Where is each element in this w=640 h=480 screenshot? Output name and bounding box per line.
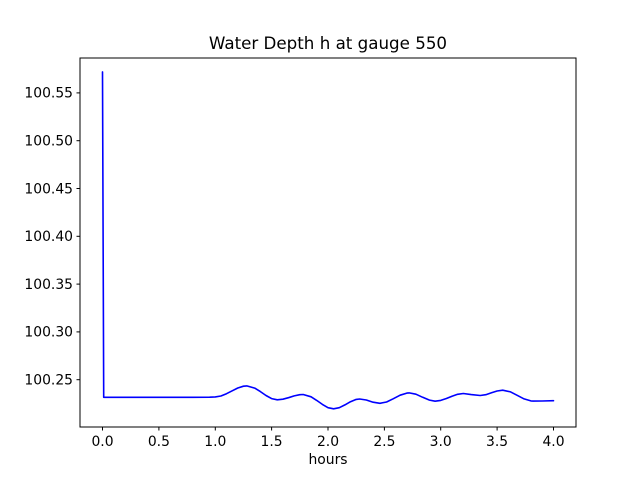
x-axis-label: hours xyxy=(308,452,347,468)
y-tick-label: 100.35 xyxy=(24,277,73,293)
x-tick-label: 4.0 xyxy=(542,434,564,450)
x-tick-label: 2.0 xyxy=(317,434,339,450)
x-tick-label: 1.5 xyxy=(261,434,283,450)
x-tick-label: 0.5 xyxy=(148,434,170,450)
axes-frame xyxy=(79,57,577,428)
chart-title: Water Depth h at gauge 550 xyxy=(209,33,447,53)
x-tick-label: 3.5 xyxy=(486,434,508,450)
y-tick-label: 100.45 xyxy=(24,181,73,197)
y-tick-label: 100.40 xyxy=(24,229,73,245)
y-tick-label: 100.50 xyxy=(24,134,73,150)
y-axis-ticks: 100.25 100.30 100.35 100.40 100.45 100.50 100.… xyxy=(24,86,80,389)
y-tick-label: 100.30 xyxy=(24,325,73,341)
y-tick-label: 100.25 xyxy=(24,373,73,389)
water-depth-line xyxy=(101,71,555,410)
y-tick-label: 100.55 xyxy=(24,86,73,102)
x-tick-label: 0.0 xyxy=(91,434,113,450)
x-tick-label: 1.0 xyxy=(204,434,226,450)
x-tick-label: 2.5 xyxy=(373,434,395,450)
x-axis-ticks: 0.0 0.5 1.0 1.5 2.0 2.5 3.0 3.5 4.0 xyxy=(91,427,565,450)
x-tick-label: 3.0 xyxy=(430,434,452,450)
